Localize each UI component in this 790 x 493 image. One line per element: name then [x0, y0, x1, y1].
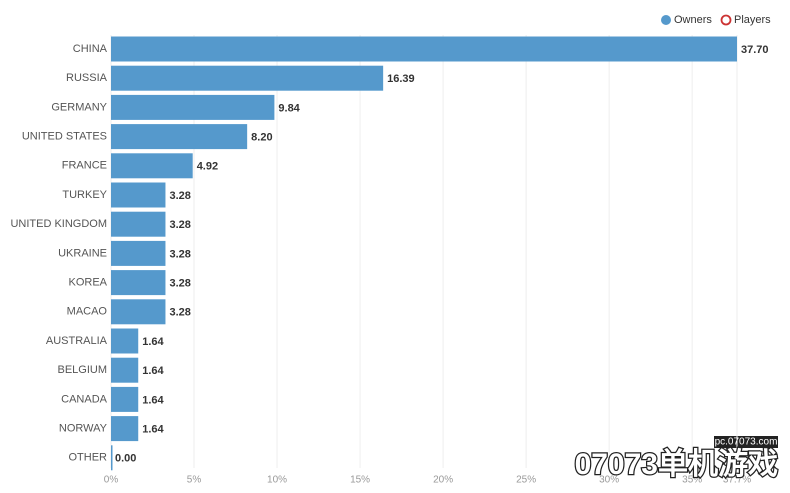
value-label: 3.28 [169, 278, 190, 290]
y-tick-label: KOREA [68, 277, 107, 289]
value-label: 4.92 [197, 161, 218, 173]
x-tick-label: 0% [104, 475, 119, 486]
y-tick-label: RUSSIA [66, 72, 108, 84]
bar [111, 153, 193, 179]
bar [111, 328, 139, 354]
x-tick-label: 25% [516, 475, 536, 486]
value-label: 1.64 [142, 365, 164, 377]
bar [111, 94, 275, 120]
y-tick-label: UNITED STATES [22, 131, 107, 143]
bar [111, 65, 384, 91]
y-tick-label: CHINA [73, 43, 108, 55]
value-label: 1.64 [142, 424, 164, 436]
bar [111, 416, 139, 442]
bar [111, 240, 166, 266]
watermark-brand: 07073单机游戏 [575, 448, 778, 481]
y-tick-label: NORWAY [59, 423, 108, 435]
value-label: 3.28 [169, 219, 190, 231]
y-tick-label: AUSTRALIA [46, 335, 108, 347]
y-tick-label: OTHER [69, 452, 108, 464]
x-tick-label: 20% [433, 475, 453, 486]
value-label: 3.28 [169, 248, 190, 260]
x-tick-label: 5% [187, 475, 202, 486]
value-label: 3.28 [169, 307, 190, 319]
y-tick-label: GERMANY [51, 101, 107, 113]
bar [111, 270, 166, 296]
value-label: 8.20 [251, 132, 272, 144]
legend-marker [720, 14, 732, 26]
bar [111, 357, 139, 383]
bar [111, 124, 248, 150]
y-tick-label: BELGIUM [57, 364, 107, 376]
value-label: 0.00 [115, 453, 136, 465]
value-label: 1.64 [142, 394, 164, 406]
legend-label: Players [734, 14, 771, 26]
y-tick-label: FRANCE [62, 160, 107, 172]
value-label: 1.64 [142, 336, 164, 348]
legend-label: Owners [674, 14, 712, 26]
bar [111, 36, 737, 62]
y-tick-label: CANADA [61, 393, 108, 405]
value-label: 16.39 [387, 73, 415, 85]
y-tick-label: UKRAINE [58, 247, 107, 259]
x-tick-label: 37.7% [723, 475, 751, 486]
value-label: 37.70 [741, 44, 769, 56]
y-tick-label: TURKEY [62, 189, 107, 201]
bar [111, 445, 113, 471]
x-tick-label: 30% [599, 475, 619, 486]
x-tick-label: 15% [350, 475, 370, 486]
bar [111, 182, 166, 208]
y-tick-label: MACAO [67, 306, 108, 318]
bar [111, 386, 139, 412]
value-label: 9.84 [278, 102, 300, 114]
x-tick-label: 35% [682, 475, 702, 486]
bar [111, 299, 166, 325]
watermark-site: pc.07073.com [715, 437, 778, 448]
watermark-bg [714, 436, 778, 448]
legend-marker [661, 15, 671, 25]
x-tick-label: 10% [267, 475, 287, 486]
value-label: 3.28 [169, 190, 190, 202]
y-tick-label: UNITED KINGDOM [10, 218, 107, 230]
bar [111, 211, 166, 237]
